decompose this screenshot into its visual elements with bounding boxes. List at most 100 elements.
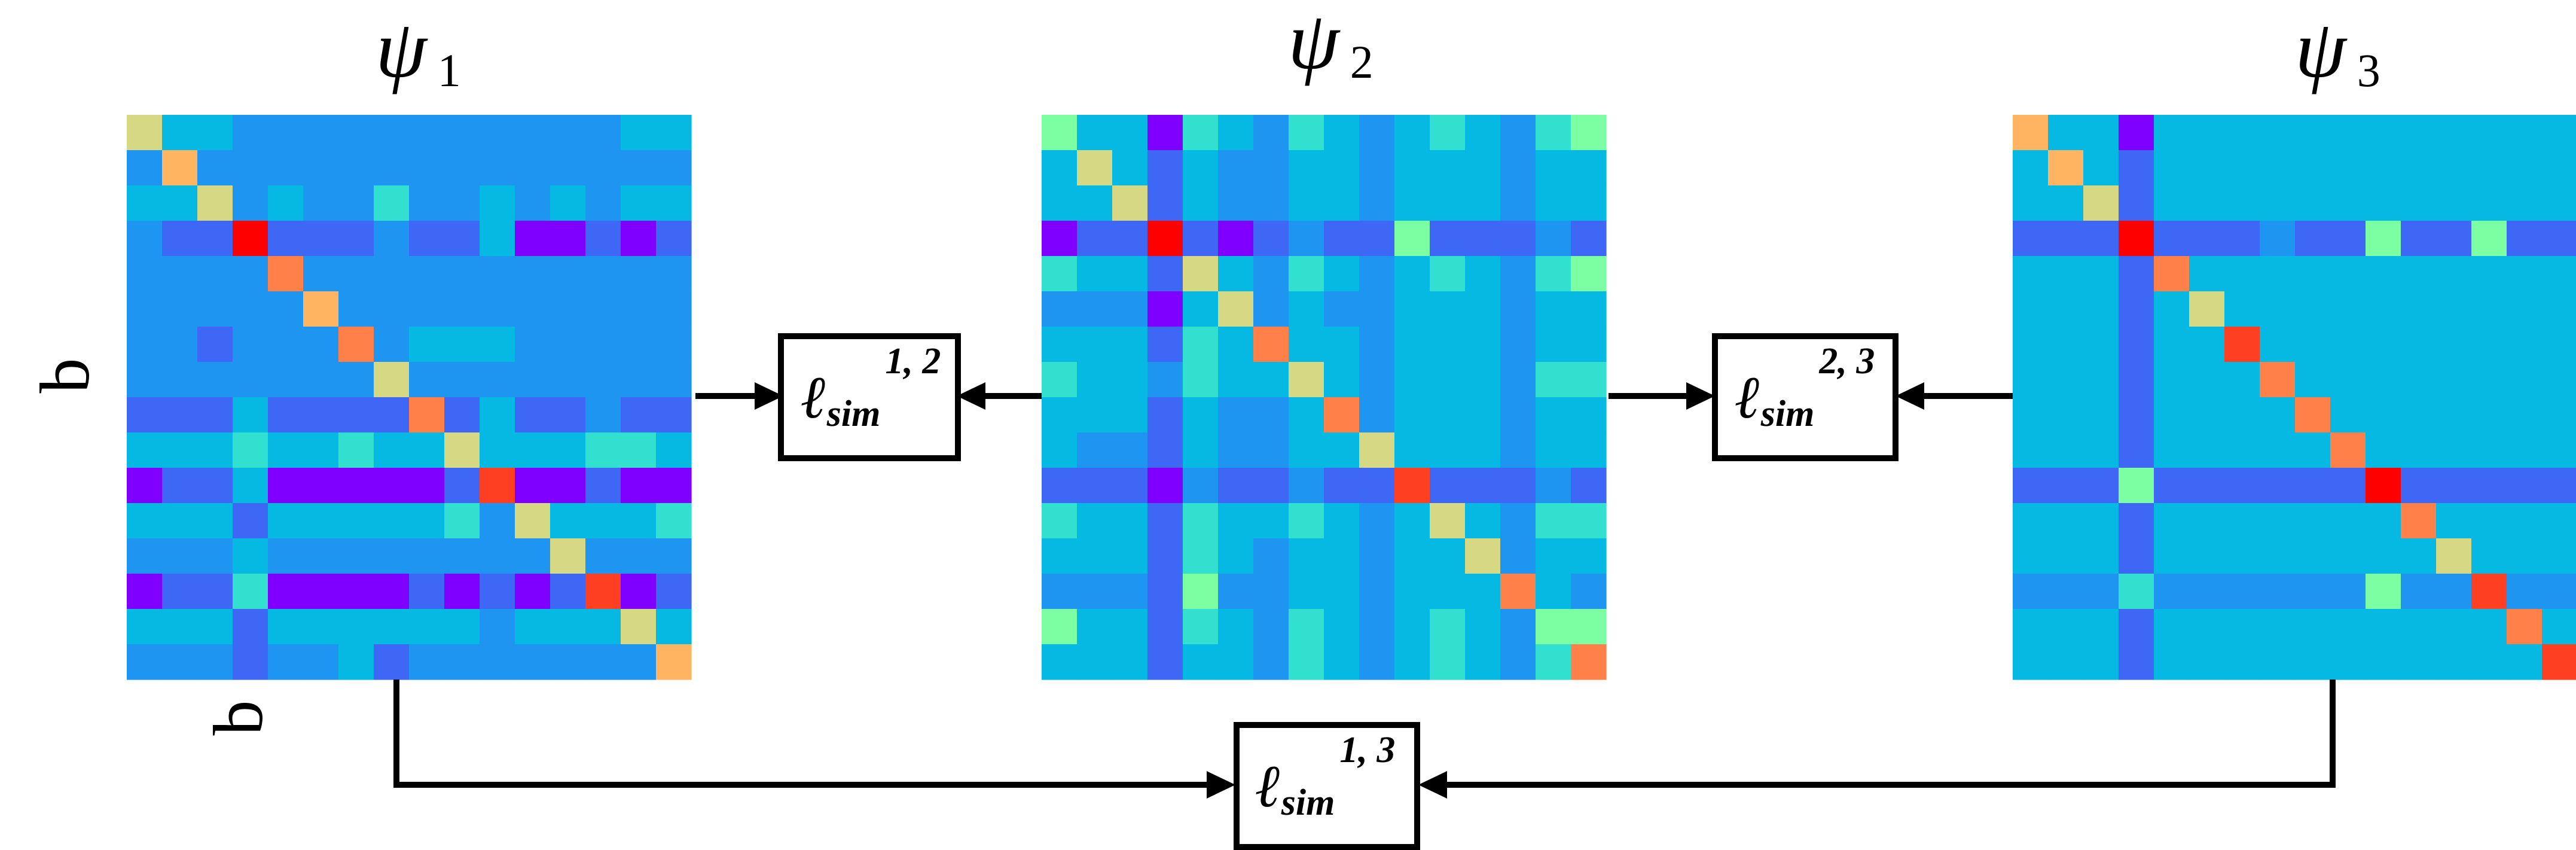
psi-3-cell-r1-c9 <box>2330 150 2366 186</box>
psi-3-cell-r13-c14 <box>2507 574 2543 610</box>
psi-3-cell-r11-c6 <box>2224 503 2260 539</box>
psi-2-cell-r0-c15 <box>1571 115 1607 151</box>
psi-3-cell-r11-c7 <box>2260 503 2296 539</box>
psi-1-cell-r15-c7 <box>374 644 410 680</box>
psi-2-cell-r9-c4 <box>1183 432 1219 468</box>
psi-3-cell-r1-c5 <box>2189 150 2225 186</box>
psi-1-cell-r0-c10 <box>480 115 515 151</box>
psi-2-cell-r14-c7 <box>1289 609 1324 645</box>
psi-3-cell-r6-c8 <box>2295 327 2331 362</box>
psi-1-cell-r0-c12 <box>550 115 586 151</box>
psi-3-cell-r6-c10 <box>2366 327 2401 362</box>
psi-1-cell-r13-c2 <box>197 574 233 610</box>
psi-1-cell-r1-c4 <box>268 150 304 186</box>
psi-1-cell-r4-c5 <box>303 256 339 292</box>
psi-2-cell-r2-c3 <box>1147 185 1183 221</box>
psi-1-cell-r2-c3 <box>233 185 268 221</box>
psi-2-cell-r7-c12 <box>1465 362 1501 398</box>
psi-1-cell-r15-c14 <box>621 644 657 680</box>
psi-2-cell-r12-c13 <box>1500 538 1536 574</box>
psi-1-cell-r6-c9 <box>444 327 480 362</box>
psi-2-cell-r7-c1 <box>1077 362 1113 398</box>
psi-1-cell-r2-c15 <box>656 185 692 221</box>
psi-3-cell-r9-c3 <box>2119 432 2154 468</box>
psi-3-cell-r2-c8 <box>2295 185 2331 221</box>
psi-1-cell-r13-c4 <box>268 574 304 610</box>
psi-3-cell-r0-c6 <box>2224 115 2260 151</box>
psi-2-cell-r6-c3 <box>1147 327 1183 362</box>
psi-1-cell-r1-c11 <box>515 150 551 186</box>
psi-1-cell-r2-c13 <box>585 185 621 221</box>
psi-3-cell-r13-c6 <box>2224 574 2260 610</box>
psi-3-cell-r3-c0 <box>2013 221 2049 257</box>
psi-1-cell-r2-c1 <box>162 185 198 221</box>
psi-2-cell-r12-c11 <box>1430 538 1466 574</box>
psi-2-cell-r15-c8 <box>1324 644 1360 680</box>
psi-3-cell-r2-c14 <box>2507 185 2543 221</box>
psi-3-cell-r8-c2 <box>2083 397 2119 433</box>
psi-3-cell-r4-c11 <box>2401 256 2437 292</box>
psi-1-cell-r8-c7 <box>374 397 410 433</box>
psi-3-cell-r4-c15 <box>2542 256 2576 292</box>
psi-1-cell-r3-c4 <box>268 221 304 257</box>
psi-2-cell-r13-c9 <box>1359 574 1395 610</box>
psi-2-cell-r10-c0 <box>1042 468 1078 504</box>
psi-2-cell-r7-c4 <box>1183 362 1219 398</box>
psi-2-cell-r13-c1 <box>1077 574 1113 610</box>
psi-2-cell-r15-c5 <box>1218 644 1254 680</box>
psi-2-cell-r3-c3 <box>1147 221 1183 257</box>
psi-3-cell-r7-c9 <box>2330 362 2366 398</box>
psi-3-cell-r10-c12 <box>2436 468 2472 504</box>
psi-3-cell-r3-c15 <box>2542 221 2576 257</box>
psi-3-cell-r7-c14 <box>2507 362 2543 398</box>
psi-3-cell-r14-c14 <box>2507 609 2543 645</box>
psi-2-cell-r8-c14 <box>1536 397 1571 433</box>
psi-1-cell-r5-c14 <box>621 291 657 327</box>
psi-2-cell-r0-c2 <box>1112 115 1148 151</box>
psi-1-cell-r11-c15 <box>656 503 692 539</box>
psi-2-cell-r13-c6 <box>1253 574 1289 610</box>
psi-3-cell-r10-c6 <box>2224 468 2260 504</box>
psi-1-cell-r5-c3 <box>233 291 268 327</box>
psi-2-cell-r7-c14 <box>1536 362 1571 398</box>
psi-2-cell-r2-c8 <box>1324 185 1360 221</box>
psi-2-cell-r1-c9 <box>1359 150 1395 186</box>
psi-3-cell-r0-c3 <box>2119 115 2154 151</box>
psi-2-cell-r3-c5 <box>1218 221 1254 257</box>
psi-3-cell-r11-c12 <box>2436 503 2472 539</box>
psi-3-cell-r1-c4 <box>2154 150 2190 186</box>
psi-3-cell-r6-c5 <box>2189 327 2225 362</box>
psi-2-cell-r1-c4 <box>1183 150 1219 186</box>
psi-1-cell-r6-c5 <box>303 327 339 362</box>
psi-3-cell-r9-c13 <box>2471 432 2507 468</box>
psi-2-cell-r12-c9 <box>1359 538 1395 574</box>
arrowhead-loss12-right <box>957 382 985 410</box>
psi-2-cell-r12-c2 <box>1112 538 1148 574</box>
psi-3-cell-r11-c3 <box>2119 503 2154 539</box>
psi-3-cell-r7-c0 <box>2013 362 2049 398</box>
psi-3-cell-r14-c0 <box>2013 609 2049 645</box>
psi-3-cell-r9-c9 <box>2330 432 2366 468</box>
psi-3-cell-r11-c4 <box>2154 503 2190 539</box>
psi-2-cell-r11-c14 <box>1536 503 1571 539</box>
psi-1-cell-r3-c15 <box>656 221 692 257</box>
psi-3-cell-r4-c13 <box>2471 256 2507 292</box>
psi-1-cell-r2-c12 <box>550 185 586 221</box>
psi-2-cell-r15-c11 <box>1430 644 1466 680</box>
psi-3-cell-r13-c10 <box>2366 574 2401 610</box>
psi-1-cell-r11-c8 <box>409 503 445 539</box>
psi-1-cell-r0-c9 <box>444 115 480 151</box>
psi-3-cell-r7-c7 <box>2260 362 2296 398</box>
psi-2-cell-r7-c13 <box>1500 362 1536 398</box>
psi-2-cell-r10-c13 <box>1500 468 1536 504</box>
psi-2-cell-r0-c9 <box>1359 115 1395 151</box>
psi-1-cell-r15-c10 <box>480 644 515 680</box>
psi-1-cell-r10-c13 <box>585 468 621 504</box>
psi-2-cell-r15-c7 <box>1289 644 1324 680</box>
psi-1-cell-r2-c9 <box>444 185 480 221</box>
psi-3-cell-r13-c2 <box>2083 574 2119 610</box>
psi-2-cell-r6-c9 <box>1359 327 1395 362</box>
psi-3-cell-r7-c3 <box>2119 362 2154 398</box>
psi-2-cell-r3-c10 <box>1394 221 1430 257</box>
